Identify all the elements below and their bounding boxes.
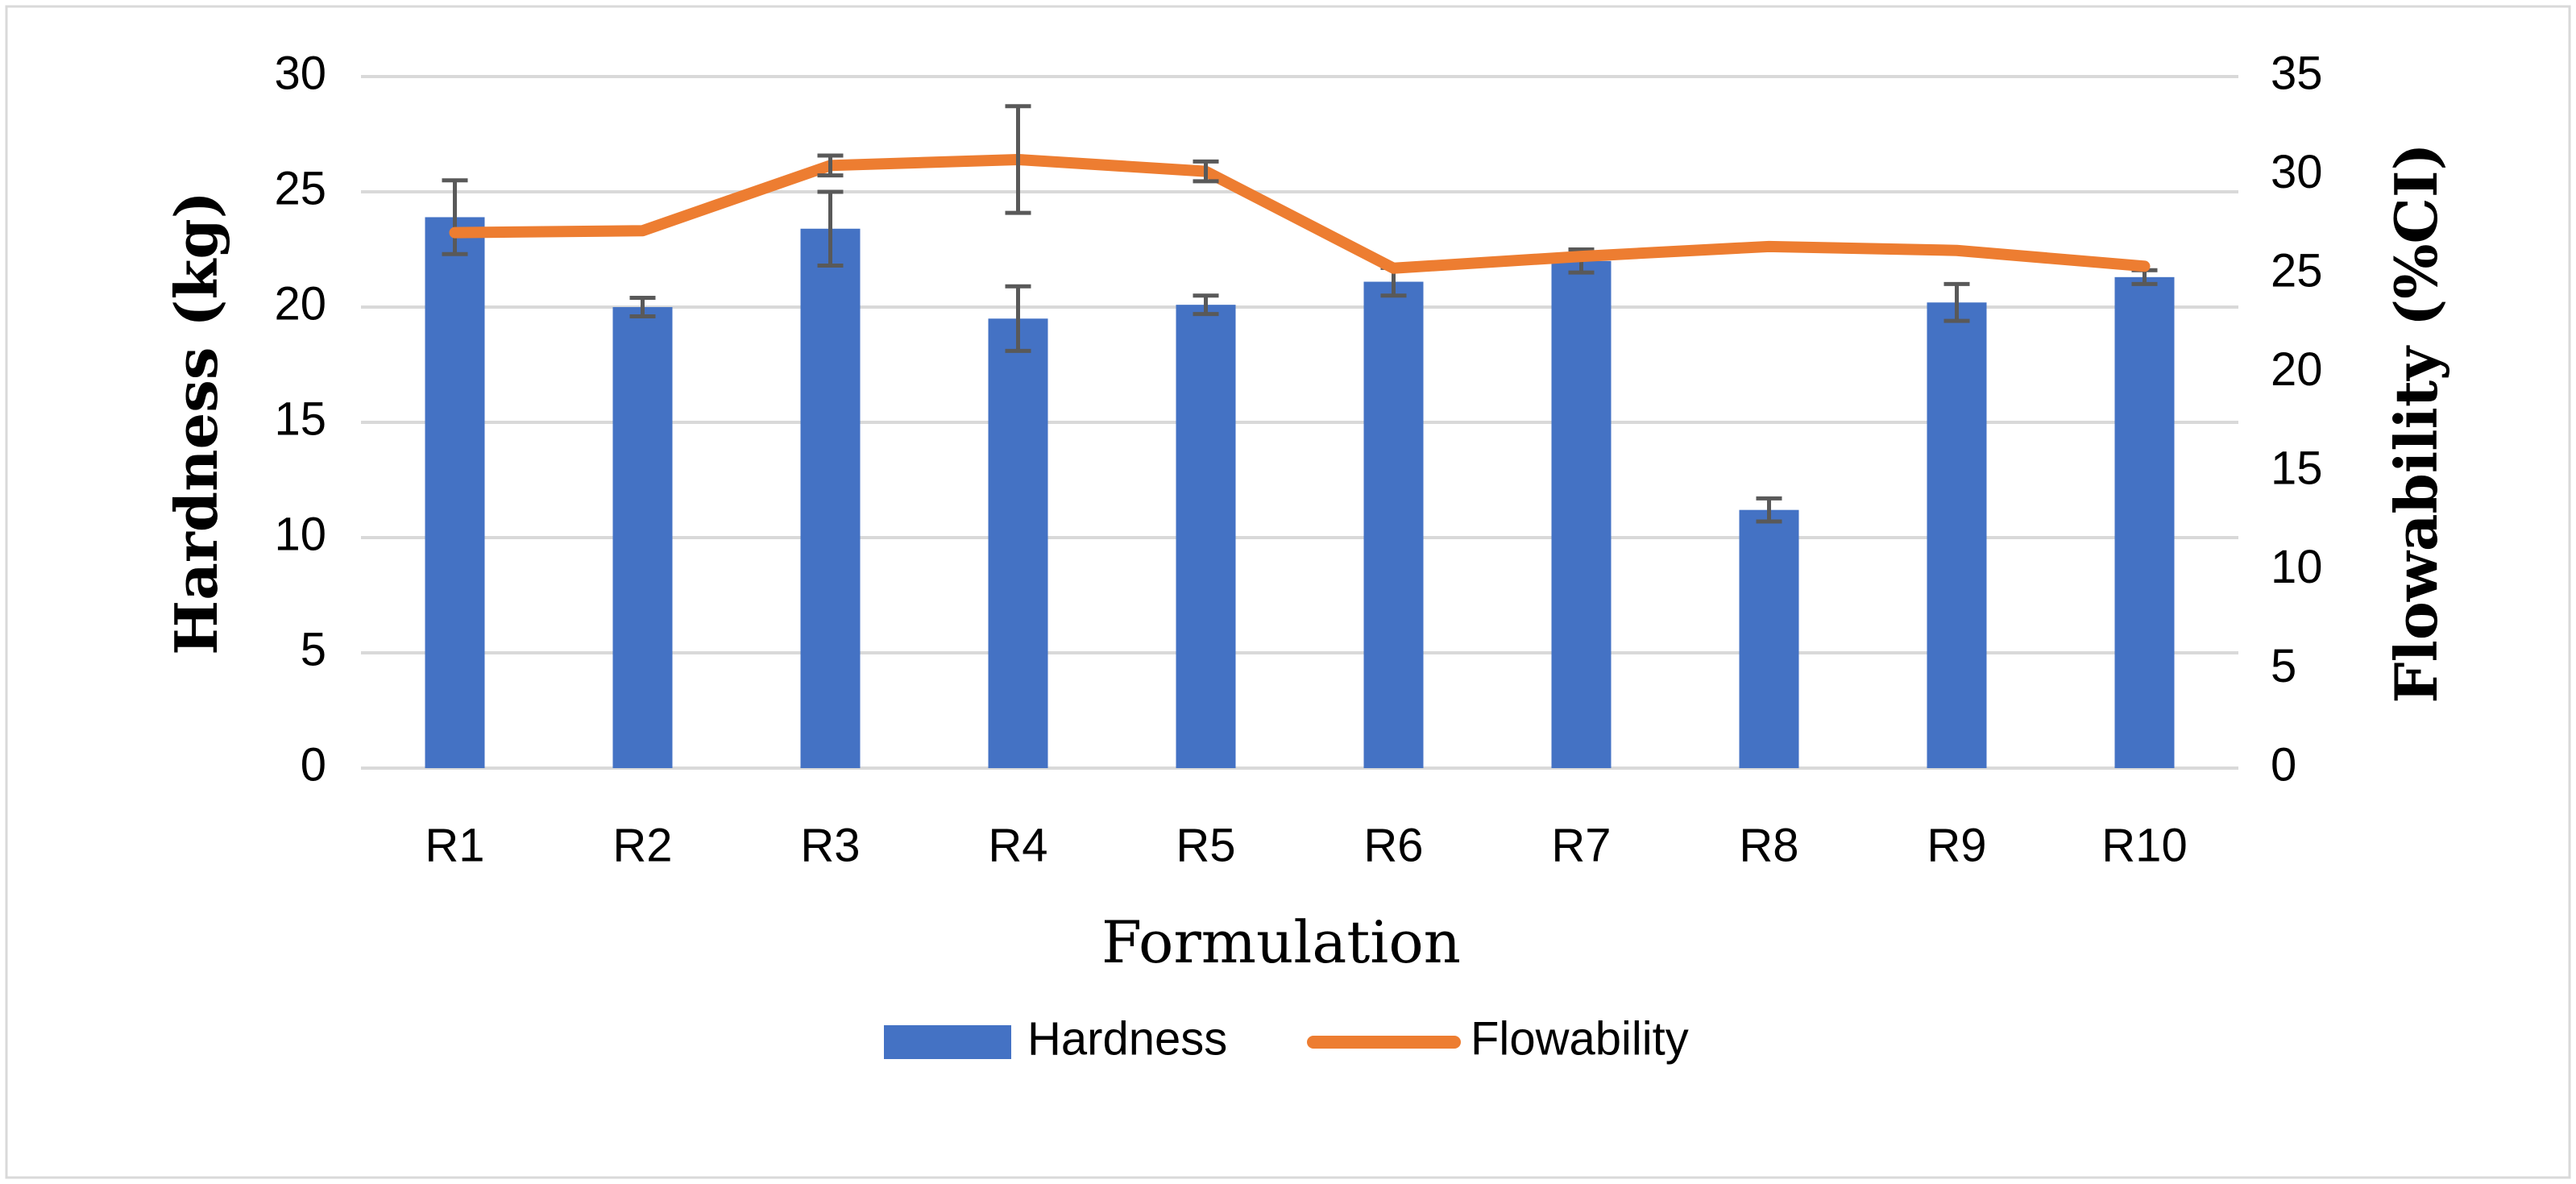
flowability-line <box>449 153 2151 274</box>
error-bar-hardness <box>1193 293 1219 317</box>
y2-tick-label: 30 <box>2271 146 2323 198</box>
bar-hardness <box>1739 509 1799 768</box>
x-tick-label: R6 <box>1363 819 1423 871</box>
y-tick-label: 15 <box>274 393 326 445</box>
y-axis-title: Hardness (kg) <box>162 191 230 655</box>
hardness-error-bars <box>442 178 2158 524</box>
bar-hardness <box>1551 260 1612 768</box>
bar-hardness <box>425 217 485 769</box>
error-bar-hardness <box>817 189 844 268</box>
y-tick-label: 25 <box>274 162 326 214</box>
error-bar-flowability <box>817 153 844 178</box>
chart-frame <box>5 5 2571 1179</box>
x-tick-label: R10 <box>2101 819 2187 871</box>
bar-hardness <box>1363 281 1424 768</box>
gridlines <box>361 75 2238 770</box>
error-bar-hardness <box>1756 496 1782 524</box>
x-tick-label: R3 <box>800 819 860 871</box>
y2-tick-label: 25 <box>2271 244 2323 297</box>
y2-tick-label: 5 <box>2271 640 2296 692</box>
bar-hardness <box>800 228 861 768</box>
bar-hardness <box>2114 276 2175 768</box>
y-tick-label: 10 <box>274 508 326 560</box>
y-tick-label: 30 <box>274 47 326 99</box>
y2-tick-label: 20 <box>2271 343 2323 396</box>
x-axis-ticks: R1 R2 R3 R4 R5 R6 R7 R8 R9 R10 <box>425 819 2187 871</box>
x-tick-label: R8 <box>1739 819 1798 871</box>
y2-tick-label: 15 <box>2271 442 2323 495</box>
legend-label-flowability: Flowability <box>1471 1012 1689 1065</box>
x-tick-label: R4 <box>988 819 1047 871</box>
bar-hardness <box>612 307 673 768</box>
error-bar-hardness <box>1943 281 1970 323</box>
error-bar-hardness <box>1005 284 1031 353</box>
error-bar-flowability <box>1193 159 1219 184</box>
y-tick-label: 0 <box>301 738 326 791</box>
hardness-bars <box>425 217 2175 769</box>
left-axis-ticks: 0 5 10 15 20 25 30 <box>274 47 326 791</box>
x-tick-label: R1 <box>425 819 484 871</box>
bar-hardness <box>1927 302 1987 768</box>
y2-tick-label: 35 <box>2271 47 2323 99</box>
y-tick-label: 20 <box>274 277 326 330</box>
flowability-error-bars <box>817 104 1219 215</box>
error-bar-hardness <box>629 296 656 318</box>
y-tick-label: 5 <box>301 623 326 675</box>
legend-swatch-hardness <box>884 1025 1011 1059</box>
legend: Hardness Flowability <box>884 1012 1689 1065</box>
error-bar-hardness <box>442 178 468 256</box>
legend-label-hardness: Hardness <box>1027 1012 1227 1065</box>
bar-hardness <box>988 318 1048 768</box>
right-axis-ticks: 0 5 10 15 20 25 30 35 <box>2271 47 2323 791</box>
y2-tick-label: 0 <box>2271 738 2296 791</box>
bar-hardness <box>1176 305 1236 768</box>
y2-tick-label: 10 <box>2271 541 2323 593</box>
y2-axis-title: Flowability (%CI) <box>2382 143 2450 703</box>
error-bar-flowability <box>1005 104 1031 215</box>
x-tick-label: R2 <box>612 819 672 871</box>
x-tick-label: R5 <box>1176 819 1235 871</box>
x-tick-label: R7 <box>1551 819 1611 871</box>
line-flowability <box>449 153 2151 274</box>
x-axis-title: Formulation <box>1101 908 1461 976</box>
x-tick-label: R9 <box>1927 819 1986 871</box>
